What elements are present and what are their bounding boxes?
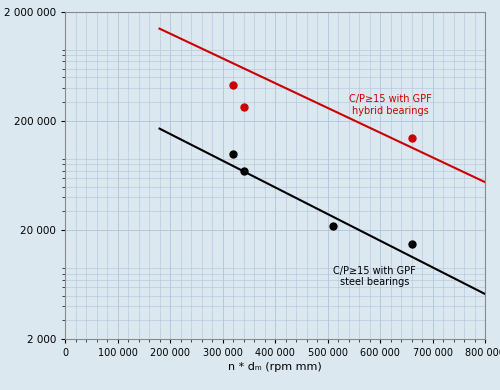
- Text: C/P≥15 with GPF
steel bearings: C/P≥15 with GPF steel bearings: [334, 266, 416, 287]
- Text: C/P≥15 with GPF
hybrid bearings: C/P≥15 with GPF hybrid bearings: [349, 94, 432, 116]
- X-axis label: n * dₘ (rpm mm): n * dₘ (rpm mm): [228, 362, 322, 372]
